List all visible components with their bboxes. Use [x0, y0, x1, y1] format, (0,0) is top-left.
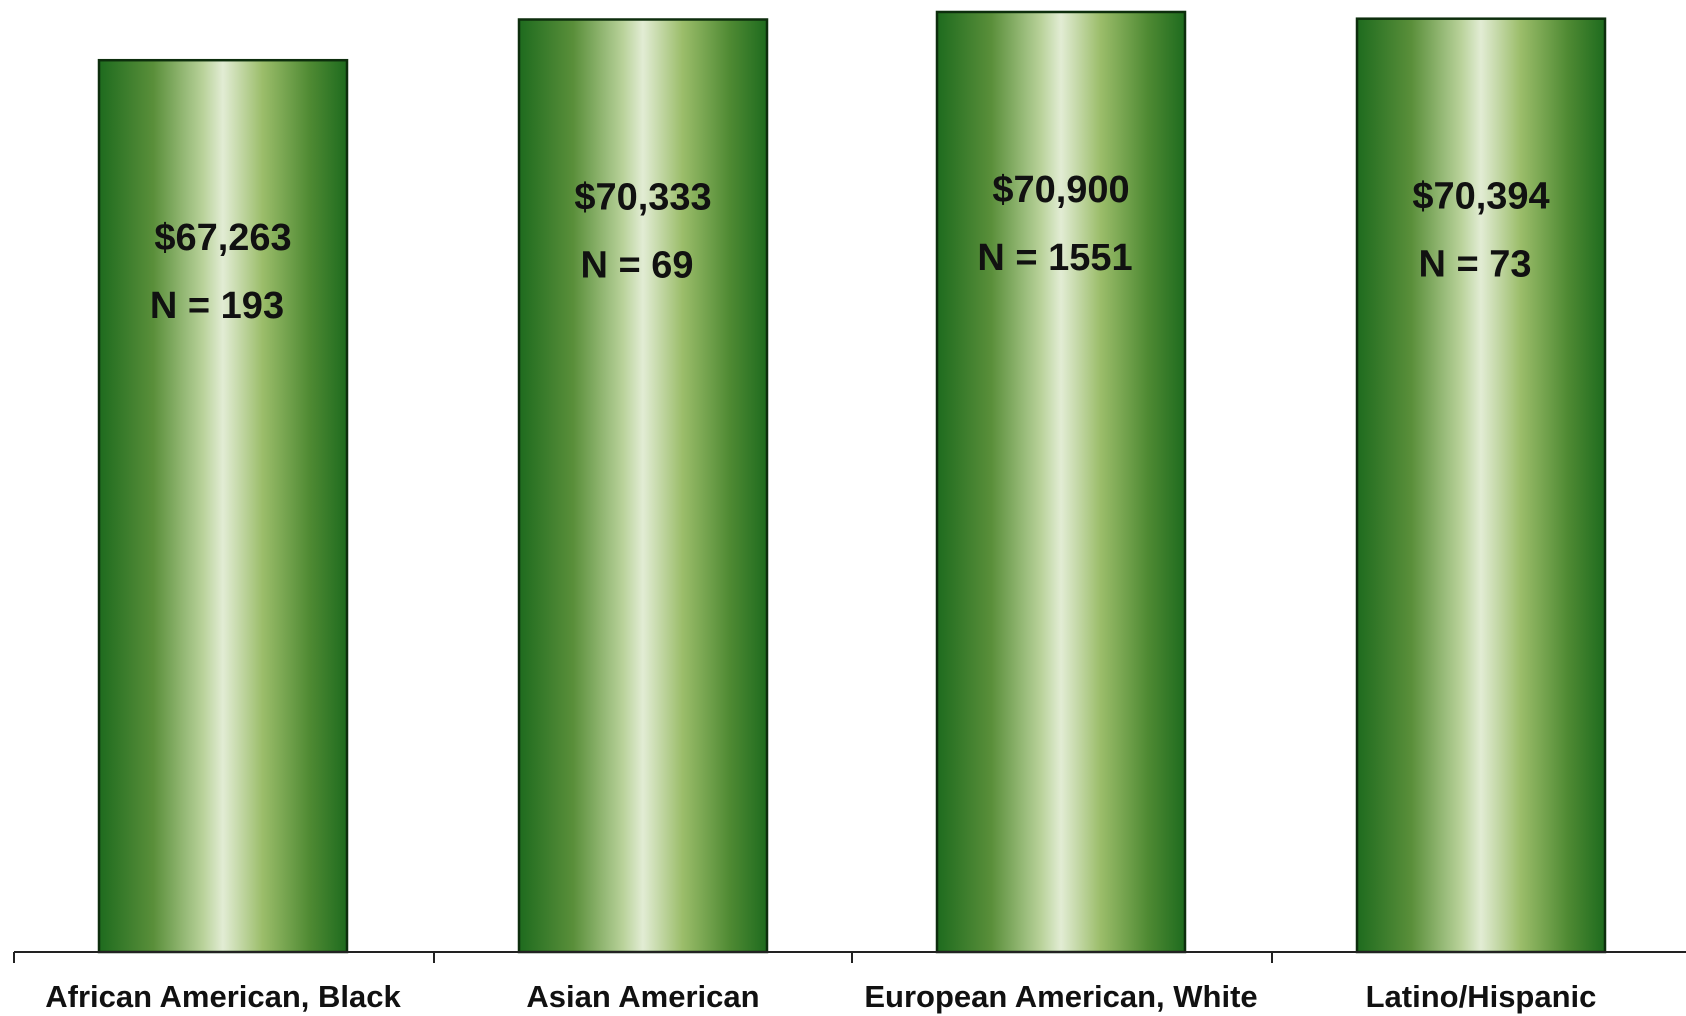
bar-n-label-1: N = 69 — [580, 244, 693, 286]
bar-1 — [517, 18, 769, 954]
category-label-0: African American, Black — [45, 979, 401, 1014]
bars-group — [97, 10, 1607, 954]
bar-value-label-3: $70,394 — [1412, 176, 1549, 218]
bar-n-label-3: N = 73 — [1418, 244, 1531, 286]
category-labels-group: African American, Black Asian American Eur… — [45, 979, 1596, 1014]
data-labels-group: $67,263 N = 193 $70,333 N = 69 $70,900 N = 15… — [150, 169, 1550, 327]
category-label-3: Latino/Hispanic — [1366, 979, 1597, 1014]
bar-2 — [935, 10, 1187, 954]
bar-value-label-2: $70,900 — [992, 169, 1129, 211]
category-label-2: European American, White — [864, 979, 1257, 1014]
x-axis — [13, 951, 1686, 963]
bar-3 — [1355, 17, 1607, 954]
bar-value-label-0: $67,263 — [154, 217, 291, 259]
category-label-1: Asian American — [526, 979, 759, 1014]
bar-n-label-2: N = 1551 — [977, 237, 1132, 279]
bar-n-label-0: N = 193 — [150, 285, 284, 327]
bar-value-label-1: $70,333 — [574, 176, 711, 218]
bar-0 — [97, 58, 349, 954]
